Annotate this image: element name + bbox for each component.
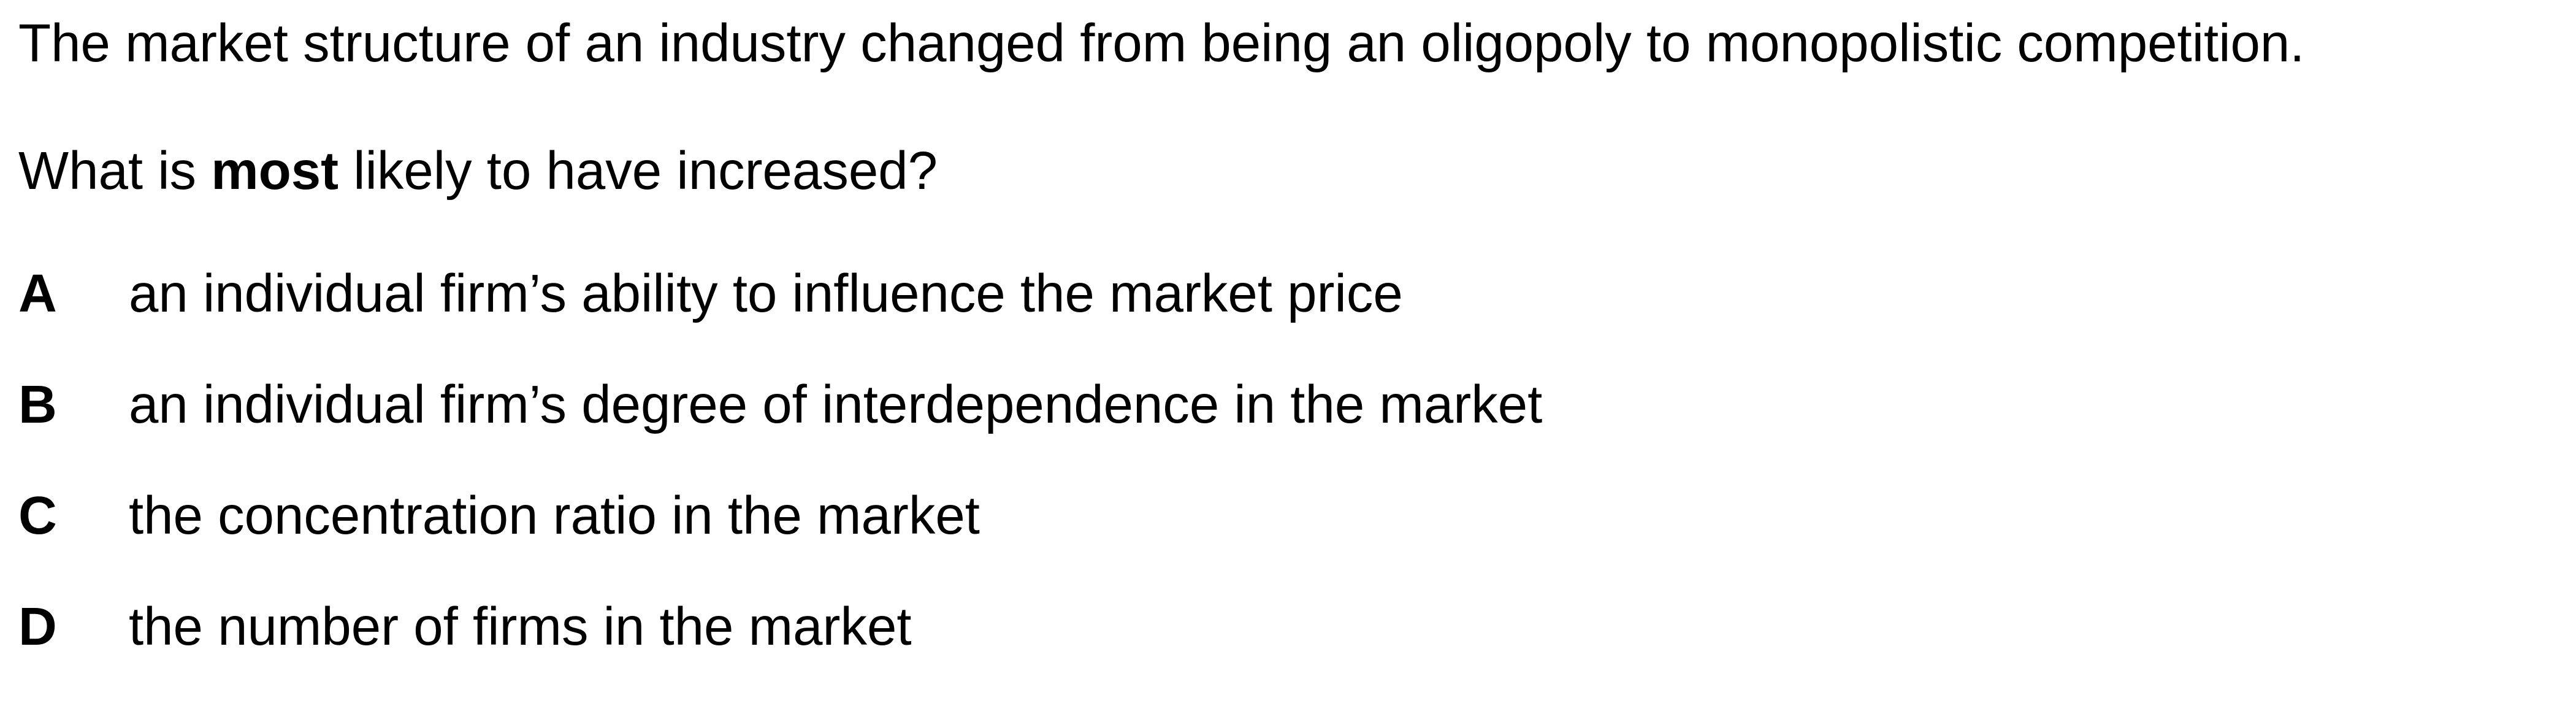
prompt-emphasis: most (211, 141, 339, 201)
prompt-text-before: What is (18, 141, 212, 201)
answer-options: A an individual firm’s ability to influe… (18, 267, 1542, 711)
prompt-text-after: likely to have increased? (338, 141, 938, 201)
option-text: the number of firms in the market (129, 597, 912, 656)
option-text: the concentration ratio in the market (129, 486, 980, 545)
question-prompt: What is most likely to have increased? (18, 144, 938, 198)
option-letter: D (18, 597, 57, 656)
option-d: D the number of firms in the market (18, 600, 1542, 711)
option-c: C the concentration ratio in the market (18, 489, 1542, 600)
option-letter: C (18, 486, 57, 545)
option-letter: B (18, 375, 57, 434)
option-text: an individual firm’s degree of interdepe… (129, 375, 1543, 434)
option-b: B an individual firm’s degree of interde… (18, 378, 1542, 489)
option-a: A an individual firm’s ability to influe… (18, 267, 1542, 378)
option-text: an individual firm’s ability to influenc… (129, 264, 1403, 323)
option-letter: A (18, 264, 57, 323)
question-statement: The market structure of an industry chan… (18, 13, 2305, 73)
